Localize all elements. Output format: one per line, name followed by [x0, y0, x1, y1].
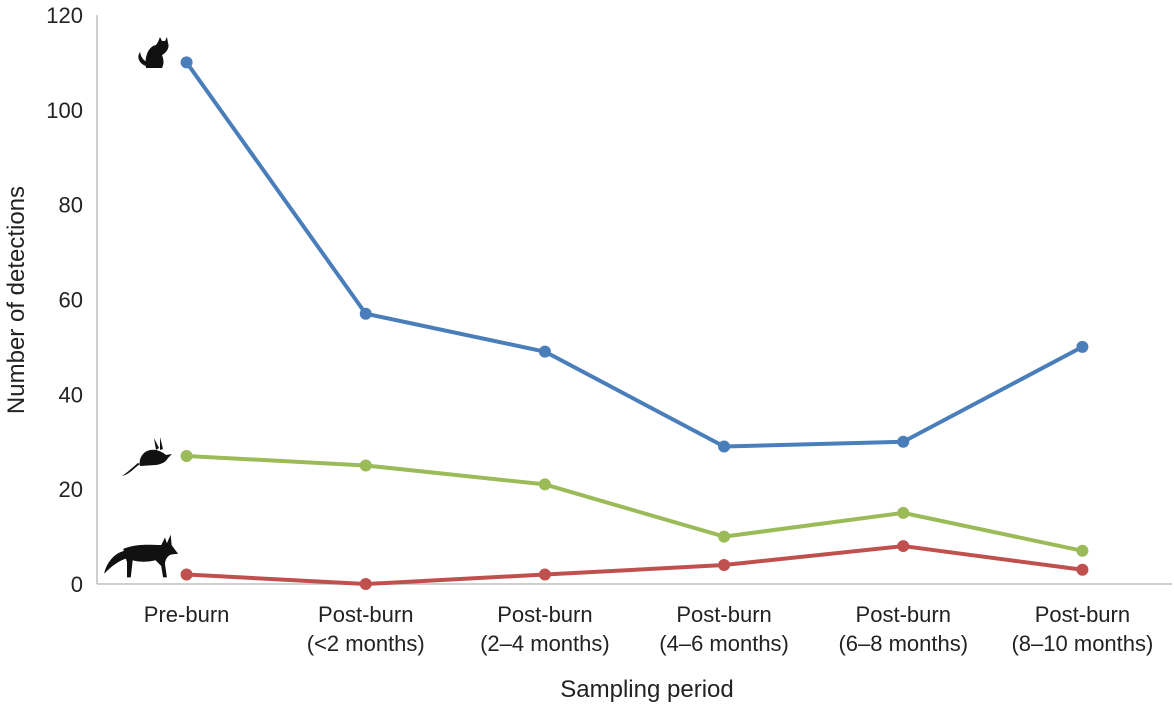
x-tick-label: Pre-burn	[144, 602, 230, 627]
data-point	[1076, 544, 1089, 557]
x-tick-label-line: Post-burn	[676, 602, 771, 627]
data-point	[897, 506, 910, 519]
x-axis-title: Sampling period	[560, 676, 733, 703]
data-point	[359, 307, 372, 320]
x-tick-label-line: Post-burn	[1035, 602, 1130, 627]
x-tick-label: Post-burn (4–6 months)	[659, 602, 789, 656]
series-line	[184, 544, 1085, 586]
x-tick-label: Post-burn (8–10 months)	[1011, 602, 1153, 656]
cat-icon	[138, 37, 169, 68]
x-tick-label: Post-burn (<2 months)	[307, 602, 425, 656]
data-point	[1076, 340, 1089, 353]
x-tick-label: Post-burn (6–8 months)	[838, 602, 968, 656]
x-tick-label-line: (8–10 months)	[1011, 631, 1153, 656]
x-tick-label-line: (6–8 months)	[838, 631, 968, 656]
y-tick-label: 0	[71, 572, 83, 597]
fox-icon	[104, 534, 179, 578]
series-line	[184, 453, 1085, 553]
data-point	[718, 559, 731, 572]
data-point	[1076, 563, 1089, 576]
series-2	[180, 540, 1089, 590]
y-tick-label: 60	[59, 288, 83, 313]
x-tick-label: Post-burn (2–4 months)	[480, 602, 610, 656]
data-point	[897, 435, 910, 448]
y-tick-labels: 0 20 40 60 80 100 120	[46, 3, 83, 597]
x-tick-label-line: (2–4 months)	[480, 631, 610, 656]
series-layer	[180, 56, 1089, 590]
y-tick-label: 40	[59, 382, 83, 407]
data-point	[538, 478, 551, 491]
y-tick-label: 100	[46, 98, 83, 123]
data-point	[359, 459, 372, 472]
data-point	[538, 568, 551, 581]
y-tick-label: 80	[59, 193, 83, 218]
data-point	[180, 568, 193, 581]
data-point	[359, 578, 372, 590]
series-1	[180, 449, 1089, 557]
axes	[96, 15, 1172, 585]
series-0	[180, 56, 1089, 453]
x-tick-label-line: Post-burn	[318, 602, 413, 627]
x-tick-label-line: Post-burn	[497, 602, 592, 627]
rodent-icon	[122, 437, 172, 476]
data-point	[718, 530, 731, 543]
data-point	[718, 440, 731, 453]
data-point	[180, 449, 193, 462]
data-point	[897, 540, 910, 553]
series-icons	[104, 37, 179, 578]
data-point	[180, 56, 193, 69]
series-line	[184, 60, 1085, 449]
y-tick-label: 20	[59, 477, 83, 502]
x-tick-labels: Pre-burn Post-burn (<2 months) Post-burn (2–…	[144, 602, 1154, 656]
x-tick-label-line: (4–6 months)	[659, 631, 789, 656]
x-tick-label-line: (<2 months)	[307, 631, 425, 656]
x-tick-label-line: Post-burn	[856, 602, 951, 627]
y-axis-title: Number of detections	[3, 186, 30, 414]
x-tick-label-line: Pre-burn	[144, 602, 230, 627]
y-tick-label: 120	[46, 3, 83, 28]
data-point	[538, 345, 551, 358]
